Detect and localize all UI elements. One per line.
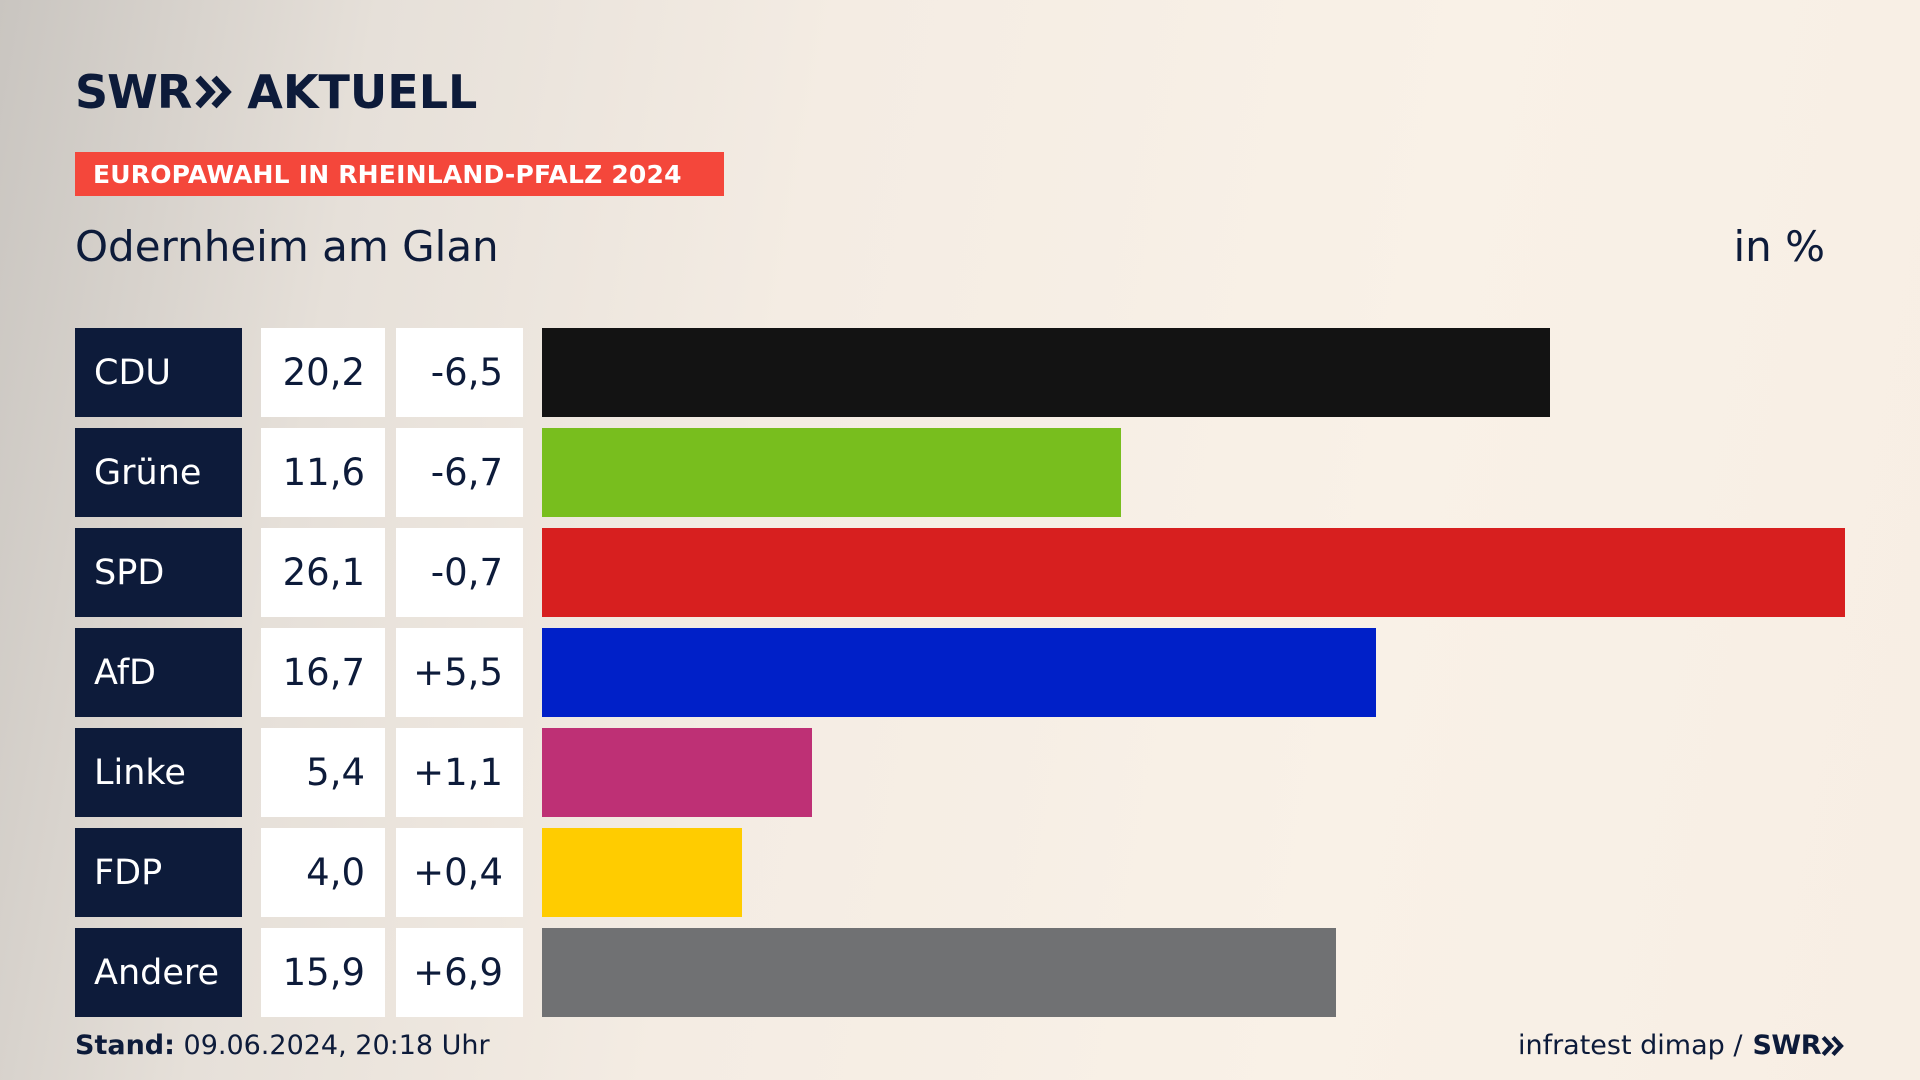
source-text: infratest dimap / xyxy=(1517,1030,1743,1061)
mini-chevron-icon xyxy=(1821,1035,1844,1056)
page-title: Odernheim am Glan xyxy=(75,222,499,271)
bar-row-0: CDU 20,2 -6,5 xyxy=(75,328,1845,417)
vote-change-value: +5,5 xyxy=(396,628,523,717)
stand-label: Stand: xyxy=(75,1030,175,1061)
source-credit: infratest dimap / SWR xyxy=(1518,1030,1845,1061)
party-label: FDP xyxy=(75,828,242,917)
vote-share-value: 15,9 xyxy=(261,928,385,1017)
party-label: AfD xyxy=(75,628,242,717)
bar-row-3: AfD 16,7 +5,5 xyxy=(75,628,1845,717)
stand-value: 09.06.2024, 20:18 Uhr xyxy=(183,1030,490,1061)
party-label: CDU xyxy=(75,328,242,417)
vote-change-value: -6,7 xyxy=(396,428,523,517)
bar xyxy=(542,428,1121,517)
bar-row-4: Linke 5,4 +1,1 xyxy=(75,728,1845,817)
bar xyxy=(542,328,1550,417)
party-label: Grüne xyxy=(75,428,242,517)
party-label: Andere xyxy=(75,928,242,1017)
election-kicker: EUROPAWAHL IN RHEINLAND-PFALZ 2024 xyxy=(75,152,724,196)
bar xyxy=(542,728,812,817)
vote-share-value: 5,4 xyxy=(261,728,385,817)
party-label: Linke xyxy=(75,728,242,817)
unit-label: in % xyxy=(1733,222,1825,271)
vote-change-value: -0,7 xyxy=(396,528,523,617)
party-label: SPD xyxy=(75,528,242,617)
bar-row-2: SPD 26,1 -0,7 xyxy=(75,528,1845,617)
logo-aktuell-text: AKTUELL xyxy=(247,65,478,119)
bar xyxy=(542,528,1845,617)
double-chevron-icon xyxy=(195,74,233,110)
vote-share-value: 26,1 xyxy=(261,528,385,617)
vote-share-value: 20,2 xyxy=(261,328,385,417)
vote-share-value: 16,7 xyxy=(261,628,385,717)
bar-row-5: FDP 4,0 +0,4 xyxy=(75,828,1845,917)
bar xyxy=(542,928,1336,1017)
swr-aktuell-logo: SWR AKTUELL xyxy=(75,65,478,119)
vote-change-value: +6,9 xyxy=(396,928,523,1017)
vote-change-value: +1,1 xyxy=(396,728,523,817)
vote-share-value: 4,0 xyxy=(261,828,385,917)
bar-row-6: Andere 15,9 +6,9 xyxy=(75,928,1845,1017)
bar-row-1: Grüne 11,6 -6,7 xyxy=(75,428,1845,517)
vote-change-value: -6,5 xyxy=(396,328,523,417)
logo-swr-text: SWR xyxy=(75,65,192,119)
timestamp: Stand: 09.06.2024, 20:18 Uhr xyxy=(75,1030,490,1061)
bar xyxy=(542,628,1376,717)
mini-logo-text: SWR xyxy=(1752,1030,1821,1061)
vote-change-value: +0,4 xyxy=(396,828,523,917)
bar xyxy=(542,828,742,917)
vote-share-value: 11,6 xyxy=(261,428,385,517)
swr-mini-logo: SWR xyxy=(1752,1030,1845,1061)
